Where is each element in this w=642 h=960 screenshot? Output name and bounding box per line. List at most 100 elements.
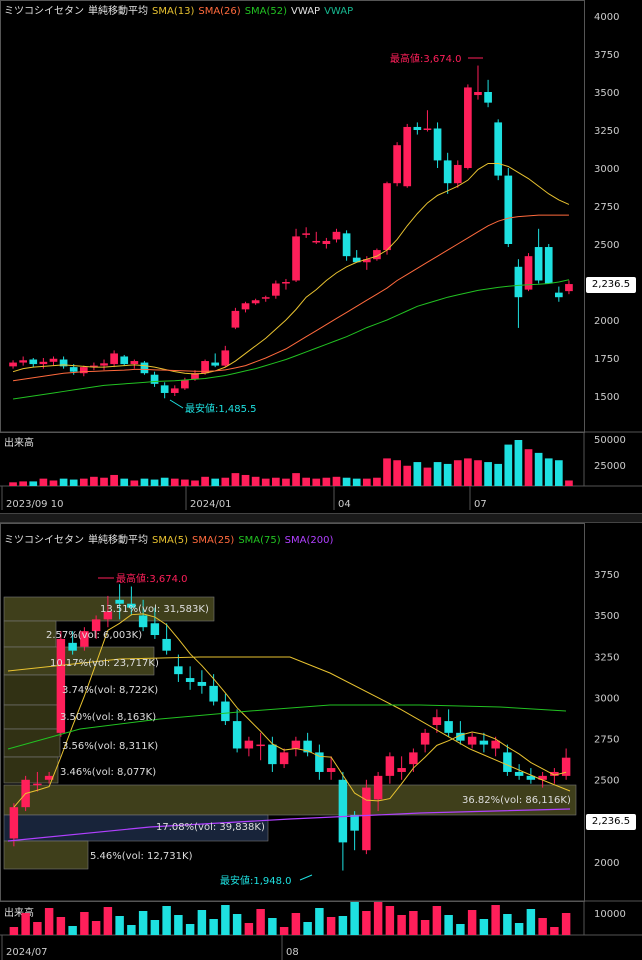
volume-bar <box>514 923 524 935</box>
volume-tick: 10000 <box>594 909 626 920</box>
candle-body <box>201 361 209 374</box>
candle-body <box>312 240 321 243</box>
candle-body <box>162 638 171 651</box>
volume-bar <box>100 477 108 486</box>
daily-candlestick-chart[interactable]: 3750350032503000275025002250200013.51%(v… <box>0 523 642 960</box>
volume-bar <box>181 479 189 486</box>
candle-body <box>373 775 383 800</box>
candle-body <box>103 611 113 620</box>
volume-bar <box>150 479 159 486</box>
volume-bar <box>268 918 277 935</box>
volume-bar <box>433 462 442 486</box>
volume-profile-bar <box>3 728 61 758</box>
daily-chart-panel[interactable]: ミツコシイセタン 単純移動平均 SMA(5) SMA(25) SMA(75) SMA(20… <box>0 523 642 960</box>
volume-bar <box>185 924 195 935</box>
volume-bar <box>538 918 547 935</box>
candle-body <box>268 744 277 765</box>
volume-bar <box>544 458 553 486</box>
volume-bar <box>554 460 563 486</box>
volume-bar <box>432 906 442 935</box>
candle-body <box>514 266 523 298</box>
volume-bar <box>271 477 280 486</box>
candle-body <box>561 757 571 776</box>
legend-item: ミツコシイセタン <box>4 535 84 546</box>
volume-bar <box>332 476 341 486</box>
volume-profile-label: 17.08%(vol: 39,838K) <box>156 822 265 833</box>
candle-body <box>69 367 78 372</box>
candle-body <box>554 292 563 298</box>
legend-item: 単純移動平均 <box>88 6 148 17</box>
candle-body <box>9 807 19 839</box>
volume-bar <box>315 908 324 935</box>
volume-bar <box>362 911 371 935</box>
volume-bar <box>130 480 139 486</box>
volume-bar <box>292 473 300 486</box>
weekly-candlestick-chart[interactable]: 4000375035003250300027502500225020001750… <box>0 0 642 512</box>
volume-profile-bar <box>3 784 577 816</box>
candle-body <box>526 775 536 780</box>
sma52-line <box>12 279 570 400</box>
volume-bar <box>59 478 68 486</box>
candle-body <box>9 362 17 367</box>
volume-profile-label: 3.74%(vol: 8,722K) <box>62 685 158 696</box>
volume-bar <box>127 925 136 935</box>
volume-profile-label: 3.56%(vol: 8,311K) <box>62 741 158 752</box>
volume-bar <box>534 452 543 486</box>
candle-body <box>491 740 500 749</box>
volume-bar <box>232 914 242 935</box>
candle-body <box>59 359 68 367</box>
candle-body <box>39 361 48 365</box>
candle-body <box>315 752 324 772</box>
candle-body <box>140 362 149 374</box>
volume-bar <box>326 917 336 935</box>
weekly-chart-panel[interactable]: ミツコシイセタン 単純移動平均 SMA(13) SMA(26) SMA(52) VWAP V… <box>0 0 642 512</box>
panel-separator[interactable] <box>0 513 642 523</box>
legend-item: SMA(5) <box>152 535 188 546</box>
y-tick-label: 2750 <box>594 202 619 213</box>
min-price-label: 最安値:1,948.0 <box>220 874 292 887</box>
candle-body <box>342 233 351 257</box>
candle-body <box>79 367 88 374</box>
volume-bar <box>393 460 401 486</box>
sma13-line <box>12 162 570 375</box>
volume-bar <box>464 458 472 486</box>
y-tick-label: 3750 <box>594 570 619 581</box>
x-tick-label: 2024/07 <box>6 947 48 958</box>
legend-item: VWAP <box>324 6 354 17</box>
min-pointer <box>299 874 313 881</box>
volume-bar <box>342 477 351 486</box>
volume-bar <box>491 905 500 935</box>
bottom-legend: ミツコシイセタン 単純移動平均 SMA(5) SMA(25) SMA(75) SMA(20… <box>4 531 337 546</box>
candle-body <box>244 740 254 749</box>
volume-bar <box>494 463 503 486</box>
volume-bar <box>56 917 66 935</box>
candle-body <box>433 128 442 161</box>
candle-body <box>432 717 442 726</box>
y-tick-label: 3500 <box>594 88 619 99</box>
min-pointer <box>169 399 184 409</box>
current-price-tag-bottom: 2,236.5 <box>586 814 636 830</box>
volume-bar <box>444 915 453 935</box>
volume-bar <box>484 462 492 486</box>
candle-body <box>231 310 240 328</box>
volume-bar <box>526 909 536 935</box>
max-price-label: 最高値:3,674.0 <box>116 572 188 585</box>
max-price-label: 最高値:3,674.0 <box>390 52 462 65</box>
legend-item: SMA(200) <box>284 535 334 546</box>
volume-bar <box>49 480 58 486</box>
y-tick-label: 3250 <box>594 126 619 137</box>
candle-body <box>373 250 381 260</box>
volume-bar <box>79 478 88 486</box>
volume-profile-bar <box>3 674 61 706</box>
candle-body <box>292 236 300 281</box>
candle-body <box>19 360 28 363</box>
candle-body <box>282 282 290 284</box>
volume-profile-label: 10.17%(vol: 23,717K) <box>50 658 159 669</box>
candle-body <box>291 740 301 749</box>
volume-bar <box>21 913 30 935</box>
candle-body <box>464 87 472 168</box>
candle-body <box>397 768 406 772</box>
candle-body <box>251 300 260 304</box>
legend-item: ミツコシイセタン <box>4 6 84 17</box>
volume-bar <box>9 927 19 935</box>
